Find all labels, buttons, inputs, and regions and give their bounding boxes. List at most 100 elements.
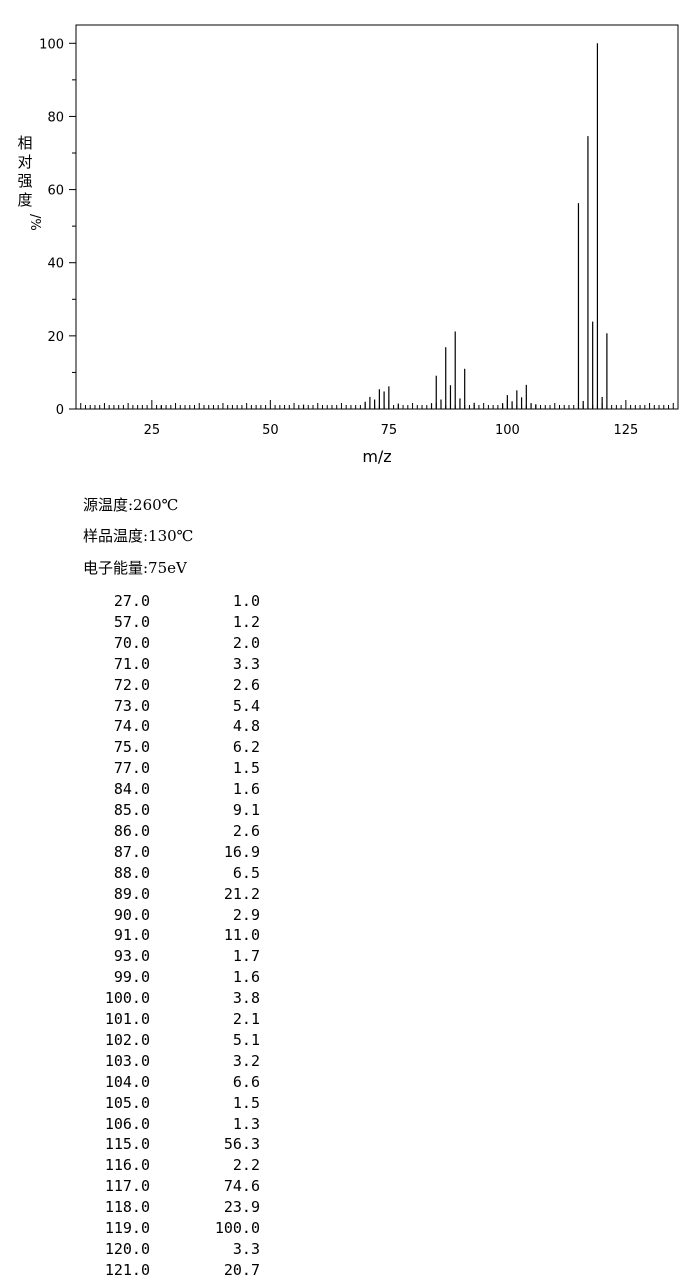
y-tick-label: 60 (47, 184, 64, 199)
intensity-value: 6.2 (232, 738, 260, 757)
mz-value: 74.0 (113, 717, 150, 736)
table-row: 90.0 2.9 (0, 906, 300, 927)
sample-temperature: 样品温度:130℃ (83, 527, 194, 545)
intensity-value: 20.7 (223, 1260, 260, 1279)
mz-value: 101.0 (104, 1010, 150, 1028)
table-row: 87.0 16.9 (0, 843, 300, 864)
mz-value: 73.0 (113, 696, 150, 715)
table-row: 93.0 1.7 (0, 947, 300, 968)
table-row: 119.0 100.0 (0, 1219, 300, 1240)
intensity-value: 1.6 (232, 780, 260, 799)
intensity-value: 6.6 (232, 1072, 260, 1091)
mz-value: 90.0 (113, 905, 150, 924)
mz-value: 88.0 (113, 863, 150, 882)
x-tick-label: 25 (144, 423, 161, 438)
table-row: 117.0 74.6 (0, 1177, 300, 1198)
table-row: 101.0 2.1 (0, 1010, 300, 1031)
intensity-value: 56.3 (223, 1135, 260, 1154)
table-row: 70.0 2.0 (0, 634, 300, 655)
mz-value: 102.0 (104, 1030, 150, 1049)
mz-value: 91.0 (113, 926, 150, 945)
table-row: 74.0 4.8 (0, 717, 300, 738)
mz-value: 87.0 (113, 842, 150, 861)
y-tick-label: 0 (56, 403, 64, 418)
mz-value: 84.0 (113, 780, 150, 799)
mz-value: 71.0 (113, 654, 150, 673)
y-tick-label: 100 (39, 37, 64, 52)
mz-value: 116.0 (104, 1156, 150, 1175)
mz-value: 70.0 (113, 633, 150, 652)
table-row: 105.0 1.5 (0, 1094, 300, 1115)
table-row: 103.0 3.2 (0, 1052, 300, 1073)
intensity-value: 3.3 (232, 1239, 260, 1258)
x-axis-label: m/z (362, 447, 391, 466)
table-row: 118.0 23.9 (0, 1198, 300, 1219)
table-row: 77.0 1.5 (0, 759, 300, 780)
intensity-value: 74.6 (223, 1177, 260, 1196)
intensity-value: 100.0 (214, 1219, 260, 1237)
y-tick-label: 20 (47, 330, 64, 345)
table-row: 71.0 3.3 (0, 655, 300, 676)
mz-value: 120.0 (104, 1239, 150, 1258)
mz-value: 103.0 (104, 1051, 150, 1070)
intensity-value: 5.4 (232, 696, 260, 715)
intensity-value: 2.6 (232, 675, 260, 694)
mz-value: 57.0 (113, 612, 150, 631)
x-axis-ticks: 25 50 75 100 125 (80, 400, 674, 438)
source-temperature: 源温度:260℃ (83, 496, 179, 514)
mz-value: 100.0 (104, 989, 150, 1008)
intensity-value: 9.1 (232, 801, 260, 819)
intensity-value: 3.8 (232, 989, 260, 1008)
mz-value: 119.0 (104, 1219, 150, 1237)
intensity-value: 5.1 (232, 1030, 260, 1049)
table-row: 73.0 5.4 (0, 697, 300, 718)
table-row: 89.0 21.2 (0, 885, 300, 906)
table-row: 102.0 5.1 (0, 1031, 300, 1052)
y-tick-label: 40 (47, 257, 64, 272)
table-row: 85.0 9.1 (0, 801, 300, 822)
y-axis-label-char: /% (27, 214, 42, 231)
table-row: 99.0 1.6 (0, 968, 300, 989)
x-tick-label: 75 (381, 423, 398, 438)
intensity-value: 11.0 (223, 926, 260, 945)
table-row: 115.0 56.3 (0, 1135, 300, 1156)
mz-value: 118.0 (104, 1198, 150, 1217)
intensity-value: 3.3 (232, 654, 260, 673)
intensity-value: 2.2 (232, 1156, 260, 1175)
plot-frame (75, 24, 679, 410)
intensity-value: 2.6 (232, 821, 260, 840)
intensity-value: 6.5 (232, 863, 260, 882)
mz-value: 77.0 (113, 759, 150, 778)
x-tick-label: 50 (262, 423, 279, 438)
mz-value: 104.0 (104, 1072, 150, 1091)
mz-value: 86.0 (113, 821, 150, 840)
mz-value: 85.0 (113, 801, 150, 819)
x-tick-label: 100 (495, 423, 520, 438)
table-row: 57.0 1.2 (0, 613, 300, 634)
y-axis-label-char: 度 (17, 191, 32, 209)
table-row: 86.0 2.6 (0, 822, 300, 843)
table-row: 88.0 6.5 (0, 864, 300, 885)
intensity-value: 1.5 (232, 1093, 260, 1112)
y-axis-label-char: 相 (17, 134, 32, 152)
intensity-value: 1.0 (232, 592, 260, 610)
mz-value: 115.0 (104, 1135, 150, 1154)
intensity-value: 1.5 (232, 759, 260, 778)
mz-value: 72.0 (113, 675, 150, 694)
table-row: 104.0 6.6 (0, 1073, 300, 1094)
intensity-value: 23.9 (223, 1198, 260, 1217)
mz-value: 89.0 (113, 884, 150, 903)
peak-bars (160, 43, 608, 409)
y-axis-label-char: 对 (17, 153, 32, 171)
mz-value: 93.0 (113, 947, 150, 966)
mz-value: 99.0 (113, 968, 150, 987)
intensity-value: 2.0 (232, 633, 260, 652)
intensity-value: 16.9 (223, 842, 260, 861)
table-row: 72.0 2.6 (0, 676, 300, 697)
intensity-value: 4.8 (232, 717, 260, 736)
table-row: 121.0 20.7 (0, 1261, 300, 1282)
y-axis-ticks: 0 20 40 60 80 100 (39, 37, 76, 418)
intensity-value: 1.6 (232, 968, 260, 987)
table-row: 106.0 1.3 (0, 1115, 300, 1136)
y-tick-label: 80 (47, 110, 64, 125)
